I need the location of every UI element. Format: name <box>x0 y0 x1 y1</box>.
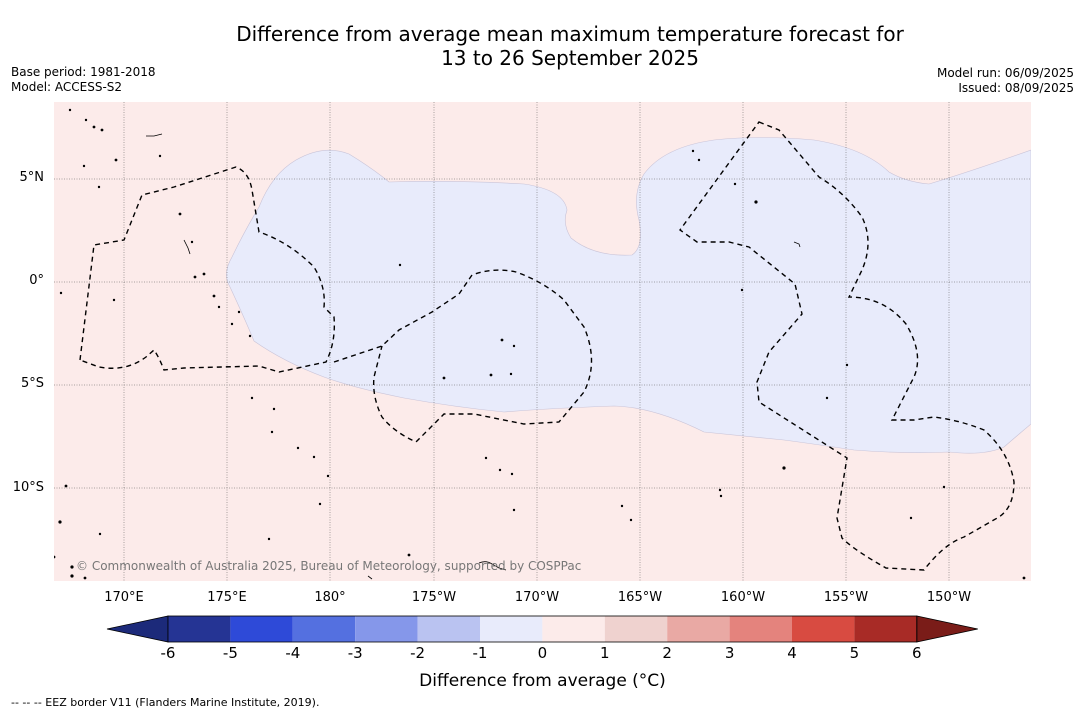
issued-date: Issued: 08/09/2025 <box>958 81 1074 95</box>
colorbar-tick-label: -2 <box>410 644 426 662</box>
colorbar-label: Difference from average (°C) <box>419 671 666 691</box>
lon-label-170e: 170°E <box>104 590 144 605</box>
lon-label-160w: 160°W <box>720 590 766 605</box>
lon-label-170w: 170°W <box>514 590 560 605</box>
colorbar-tick-label: -1 <box>472 644 488 662</box>
colorbar-segment <box>480 616 543 642</box>
lon-label-175w: 175°W <box>411 590 457 605</box>
colorbar-tick-label: -5 <box>222 644 238 662</box>
colorbar-tick-label: 2 <box>662 644 672 662</box>
colorbar-tick-label: -6 <box>160 644 176 662</box>
colorbar-extend-under <box>106 615 169 643</box>
colorbar-tick-label: -3 <box>347 644 363 662</box>
colorbar-segment <box>168 616 231 642</box>
lon-label-165w: 165°W <box>617 590 663 605</box>
map-area <box>54 102 1031 581</box>
lat-label-0: 0° <box>29 273 44 288</box>
lon-label-180: 180° <box>314 590 346 605</box>
colorbar-svg <box>106 615 978 643</box>
lon-label-155w: 155°W <box>823 590 869 605</box>
colorbar-extend-over <box>916 615 978 643</box>
colorbar-segment <box>667 616 730 642</box>
model-run-date: Model run: 06/09/2025 <box>936 66 1074 80</box>
colorbar-tick-label: 1 <box>600 644 610 662</box>
eez-legend-note: -- -- -- EEZ border V11 (Flanders Marine… <box>11 696 320 709</box>
colorbar-segment <box>230 616 293 642</box>
colorbar-tick-label: 3 <box>724 644 735 662</box>
colorbar-frame <box>167 615 918 643</box>
colorbar-tick-label: 5 <box>849 644 860 662</box>
colorbar-segment <box>792 616 855 642</box>
meta-left: Base period: 1981-2018 Model: ACCESS-S2 <box>11 65 156 95</box>
lat-label-10s: 10°S <box>12 480 44 495</box>
islands <box>54 108 1026 580</box>
colorbar-tick-label: 0 <box>537 644 548 662</box>
graticule <box>54 102 1031 581</box>
meta-right: Model run: 06/09/2025 Issued: 08/09/2025 <box>937 66 1074 96</box>
colorbar-segment <box>542 616 605 642</box>
eez-borders <box>79 121 1015 571</box>
model-name: Model: ACCESS-S2 <box>11 80 123 94</box>
lat-label-5s: 5°S <box>20 376 44 391</box>
lon-label-150w: 150°W <box>926 590 972 605</box>
map-title: Difference from average mean maximum tem… <box>0 22 1085 70</box>
colorbar <box>106 614 980 648</box>
base-period: Base period: 1981-2018 <box>11 65 156 79</box>
colorbar-tick-label: -4 <box>285 644 301 662</box>
title-line-2: 13 to 26 September 2025 <box>441 46 699 70</box>
lat-label-5n: 5°N <box>19 170 45 185</box>
cool-anomaly-region <box>226 137 1031 454</box>
colorbar-segment <box>355 616 418 642</box>
colorbar-segment <box>417 616 480 642</box>
lon-label-175e: 175°E <box>207 590 247 605</box>
colorbar-segment <box>292 616 356 642</box>
colorbar-tick-label: 4 <box>787 644 797 662</box>
map-svg <box>54 102 1031 581</box>
colorbar-segment <box>729 616 792 642</box>
copyright-notice: © Commonwealth of Australia 2025, Bureau… <box>76 559 582 573</box>
colorbar-segment <box>604 616 668 642</box>
title-line-1: Difference from average mean maximum tem… <box>236 22 904 46</box>
colorbar-tick-label: 6 <box>912 644 922 662</box>
colorbar-segment <box>854 616 917 642</box>
